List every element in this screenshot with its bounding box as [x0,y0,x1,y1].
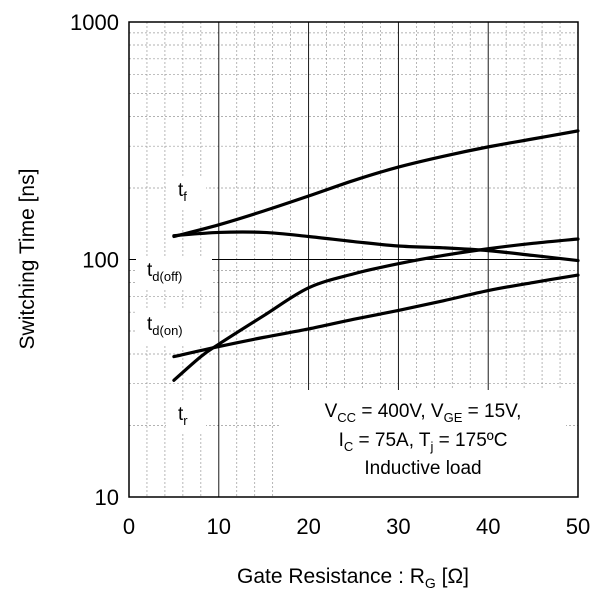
series-label-tr: tr [178,404,188,428]
y-tick-labels: 10 100 1000 [70,10,119,510]
y-tick-label: 1000 [70,10,119,35]
series-tf [172,129,580,239]
series-tdoff [172,230,580,263]
x-tick-label: 50 [566,514,590,539]
plot-frame [128,21,579,498]
series-lines [172,129,580,382]
series-tdon [172,273,580,359]
y-tick-label: 10 [95,485,119,510]
conditions-line-3: Inductive load [364,458,481,479]
label-backgrounds [136,176,566,498]
x-tick-label: 40 [476,514,500,539]
conditions-line-1: VCC = 400V, VGE = 15V, [325,401,522,425]
x-tick-labels: 0 10 20 30 40 50 [123,514,590,539]
conditions-line-2: IC = 75A, Tj = 175ºC [339,430,508,454]
y-axis-label: Switching Time [ns] [16,169,39,350]
x-tick-label: 10 [207,514,231,539]
x-tick-label: 0 [123,514,135,539]
x-tick-label: 30 [386,514,410,539]
y-tick-label: 100 [82,248,119,273]
series-label-tf: tf [178,180,187,204]
series-label-tdoff: td(off) [147,260,182,284]
x-tick-label: 20 [296,514,320,539]
x-axis-label: Gate Resistance : RG [Ω] [237,565,469,591]
series-label-tdon: td(on) [147,314,183,338]
series-tr [172,237,580,382]
